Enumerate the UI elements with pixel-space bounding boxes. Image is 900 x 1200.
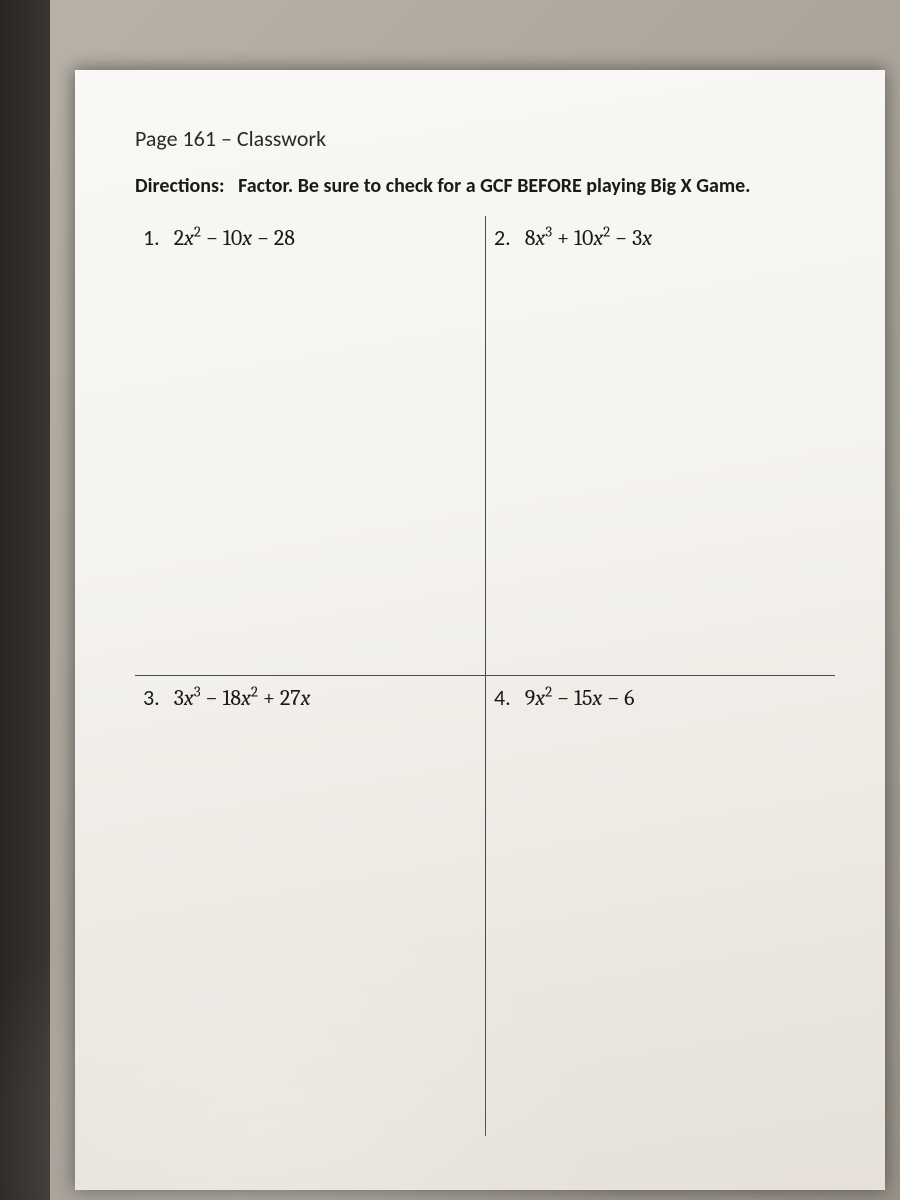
directions-line: Directions: Factor. Be sure to check for… (135, 174, 835, 198)
problem-cell-1: 1. 2x2 − 10x − 28 (135, 216, 485, 676)
problem-cell-2: 2. 8x3 + 10x2 − 3x (485, 216, 835, 676)
problem-cell-4: 4. 9x2 − 15x − 6 (485, 676, 835, 1136)
page-title: Page 161 – Classwork (135, 125, 835, 152)
problem-expression: 8x3 + 10x2 − 3x (525, 225, 652, 251)
problem-grid: 1. 2x2 − 10x − 28 2. 8x3 + 10x2 − 3x 3. … (135, 216, 835, 1136)
problem-expression: 2x2 − 10x − 28 (174, 225, 295, 251)
screen-edge (0, 0, 50, 1200)
problem-cell-3: 3. 3x3 − 18x2 + 27x (135, 676, 485, 1136)
directions-text: Factor. Be sure to check for a GCF BEFOR… (238, 174, 750, 198)
problem-number: 4. (494, 684, 511, 711)
problem-number: 3. (143, 684, 160, 711)
problem-number: 1. (143, 224, 160, 251)
problem-expression: 3x3 − 18x2 + 27x (174, 685, 311, 711)
worksheet-document: Page 161 – Classwork Directions: Factor.… (75, 70, 885, 1190)
problem-4: 4. 9x2 − 15x − 6 (494, 684, 823, 711)
problem-2: 2. 8x3 + 10x2 − 3x (494, 224, 823, 251)
problem-number: 2. (494, 224, 511, 251)
problem-3: 3. 3x3 − 18x2 + 27x (143, 684, 473, 711)
directions-label: Directions: (135, 174, 225, 198)
problem-expression: 9x2 − 15x − 6 (525, 685, 635, 711)
problem-1: 1. 2x2 − 10x − 28 (143, 224, 473, 251)
